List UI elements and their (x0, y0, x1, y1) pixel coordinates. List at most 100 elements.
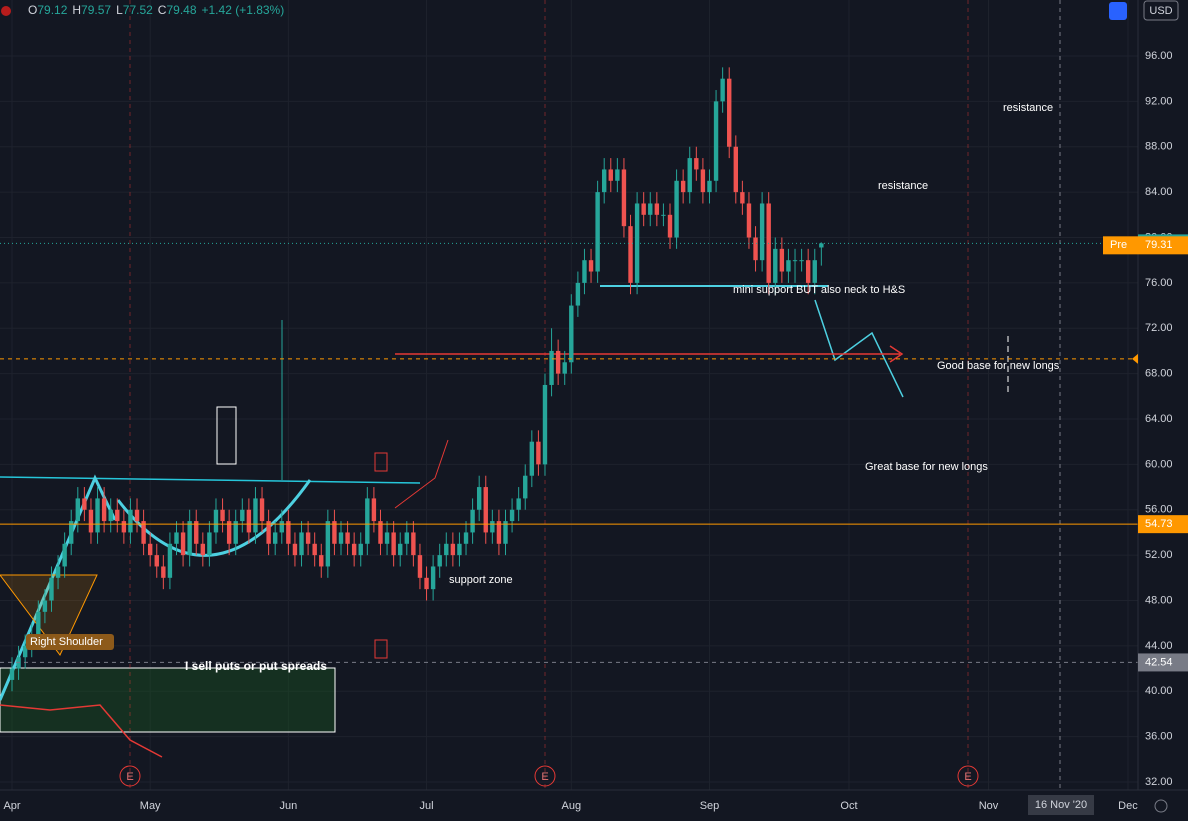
candle-body (509, 509, 515, 522)
candle-body (36, 611, 41, 635)
candle-body (740, 192, 745, 204)
candle-body (253, 498, 258, 533)
candle-body (141, 521, 146, 544)
marks (0, 67, 1138, 692)
candle-body (174, 532, 179, 544)
candle-body (345, 532, 350, 544)
annotation: I sell puts or put spreads (185, 659, 327, 673)
candle-body (746, 203, 752, 238)
marker-box (374, 452, 388, 472)
annotation: Right Shoulder (30, 636, 103, 648)
candle-body (602, 169, 607, 193)
date-badge (1028, 795, 1094, 815)
candle-body (101, 498, 107, 522)
candle-body (463, 532, 469, 544)
candle-body (22, 645, 28, 658)
candle-body (713, 101, 719, 181)
candle-body (180, 532, 186, 556)
candle-body (805, 260, 811, 283)
candle-body (371, 498, 377, 522)
zone-box (0, 667, 336, 733)
y-tick-label: 72.00 (1145, 322, 1173, 334)
price-badge (1138, 515, 1188, 534)
candle-body (391, 532, 396, 556)
candle-body (595, 192, 600, 272)
toggle-button[interactable] (1109, 2, 1127, 20)
candle-body (608, 169, 613, 181)
grid (0, 0, 1138, 790)
candle-body (621, 169, 627, 227)
candle-body (213, 509, 219, 533)
earnings-marker (119, 765, 141, 787)
legend-change: +1.42 (+1.83%) (202, 3, 285, 17)
candle-body (75, 498, 80, 522)
earnings-label: E (964, 771, 971, 783)
candle-body (273, 532, 278, 544)
candle-body (246, 509, 252, 533)
y-tick-label: 48.00 (1145, 594, 1173, 606)
candle-body (233, 521, 238, 544)
x-tick-label: May (140, 800, 161, 812)
trendline (394, 439, 449, 509)
candle-body (542, 384, 548, 465)
y-tick-label: 64.00 (1145, 413, 1173, 425)
y-tick-label: 68.00 (1145, 368, 1173, 380)
candle-body (358, 543, 363, 556)
candle-body (615, 169, 620, 181)
candle-body (503, 521, 508, 544)
x-tick-label: Jul (420, 800, 434, 812)
candle-body (82, 498, 87, 510)
y-tick-label: 76.00 (1145, 277, 1173, 289)
axes: 32.00 36.00 40.00 44.00 48.00 52.00 56.00 60.00… (3, 50, 1188, 812)
candle-body (279, 521, 284, 533)
y-tick-label: 60.00 (1145, 458, 1173, 470)
triangle (0, 574, 98, 656)
price-badge-label: 79.31 (1145, 239, 1173, 251)
candle-body (134, 509, 140, 522)
candle-body (555, 350, 561, 374)
candle-body (384, 532, 390, 544)
candle-body (792, 260, 798, 262)
candle-body (523, 475, 528, 499)
candle-body (648, 203, 653, 215)
candle-body (207, 532, 212, 556)
candle-body (259, 498, 265, 522)
candle-body (240, 509, 245, 522)
candle-body (680, 180, 686, 193)
y-tick-label: 92.00 (1145, 95, 1173, 107)
y-tick-label: 96.00 (1145, 50, 1173, 62)
arrow (395, 345, 904, 363)
candle-body (437, 555, 442, 567)
settings-button[interactable] (1154, 799, 1168, 813)
candle-body (496, 521, 502, 544)
candle-body (444, 543, 449, 556)
candle-body (687, 158, 692, 193)
candle-body (707, 180, 712, 193)
candle-body (628, 226, 633, 283)
candle-body (161, 566, 166, 578)
candle-body (417, 555, 423, 578)
currency-button[interactable] (1143, 0, 1179, 21)
candle-body (634, 203, 640, 283)
legend-value: 79.57 (81, 3, 111, 17)
earnings-marker (957, 765, 979, 787)
candle-body (332, 521, 337, 544)
candle-body (266, 521, 271, 544)
y-tick-label: 44.00 (1145, 640, 1173, 652)
candle-body (786, 260, 791, 272)
candle-body (654, 203, 660, 215)
candle-body (516, 498, 521, 510)
y-tick-label: 84.00 (1145, 186, 1173, 198)
candle-body (55, 566, 61, 578)
candle-body (95, 498, 100, 533)
candle-body (88, 509, 94, 533)
candle-body (167, 543, 173, 578)
x-tick-label: Jun (279, 800, 297, 812)
candle-body (42, 600, 48, 612)
candle-body (733, 146, 738, 193)
currency[interactable]: USD (1149, 5, 1172, 17)
candle-body (476, 487, 482, 510)
candle-body (562, 362, 567, 374)
x-tick-label: Nov (979, 800, 999, 812)
